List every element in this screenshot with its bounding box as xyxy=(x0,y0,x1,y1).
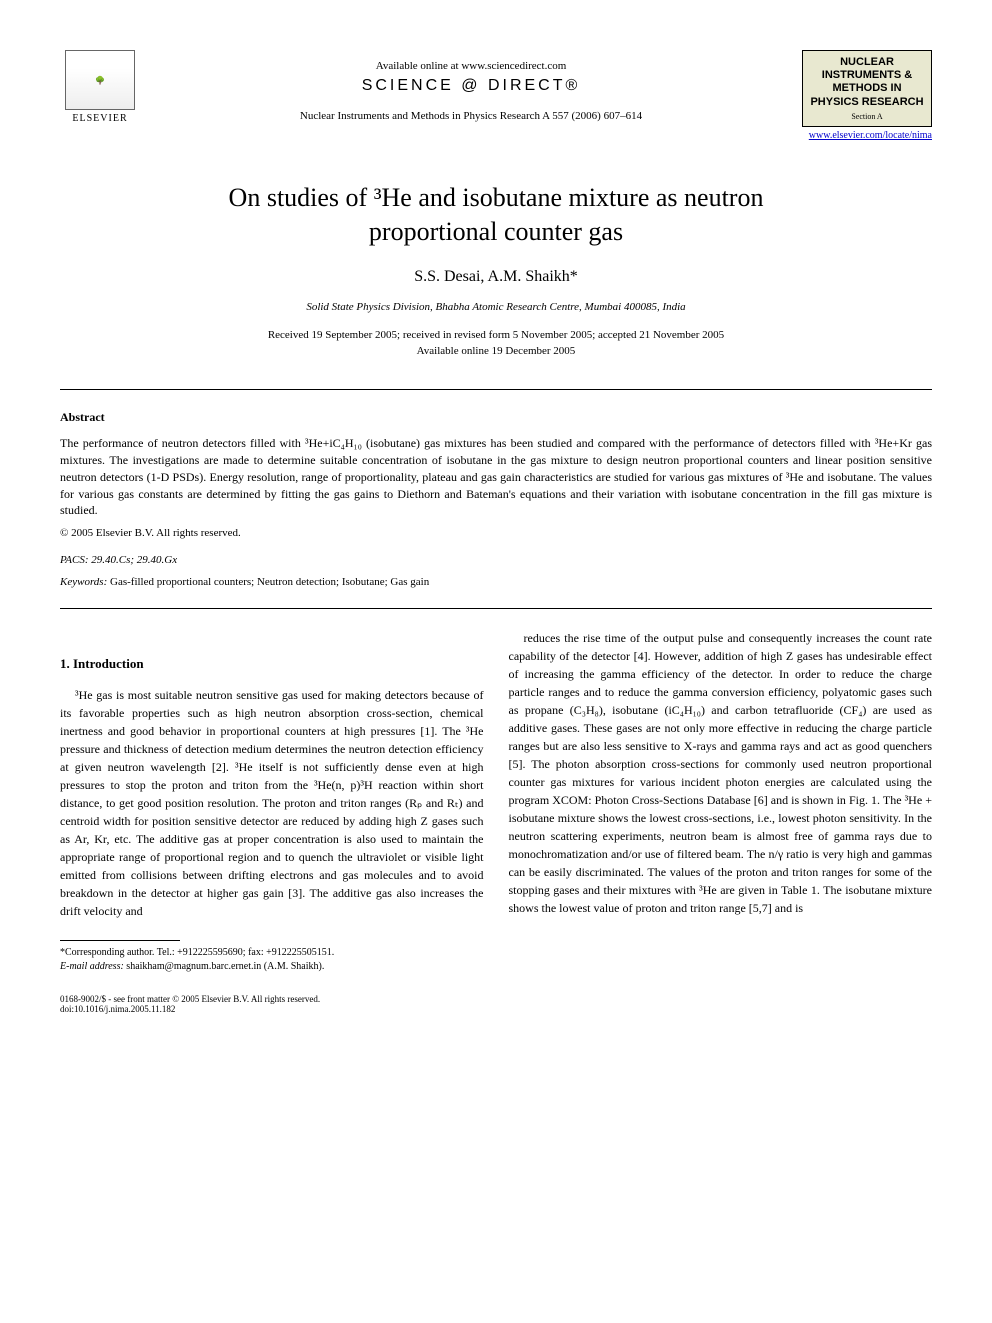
abstract-heading: Abstract xyxy=(60,410,932,425)
copyright-text: © 2005 Elsevier B.V. All rights reserved… xyxy=(60,527,932,539)
body-col2-text: reduces the rise time of the output puls… xyxy=(509,629,933,917)
body-column-left: 1. Introduction ³He gas is most suitable… xyxy=(60,629,484,974)
abstract-text: The performance of neutron detectors fil… xyxy=(60,435,932,519)
body-column-right: reduces the rise time of the output puls… xyxy=(509,629,933,974)
center-header: Available online at www.sciencedirect.co… xyxy=(140,50,802,122)
elsevier-tree-icon: 🌳 xyxy=(65,50,135,110)
header-row: 🌳 ELSEVIER Available online at www.scien… xyxy=(60,50,932,141)
article-title: On studies of ³He and isobutane mixture … xyxy=(60,181,932,249)
pacs-codes: PACS: 29.40.Cs; 29.40.Gx xyxy=(60,554,932,566)
title-line-2: proportional counter gas xyxy=(369,217,623,246)
divider-top xyxy=(60,389,932,390)
available-online-text: Available online at www.sciencedirect.co… xyxy=(140,60,802,72)
journal-box-section: Section A xyxy=(808,112,926,121)
email-label: E-mail address: xyxy=(60,961,124,972)
body-columns: 1. Introduction ³He gas is most suitable… xyxy=(60,629,932,974)
footnote-separator xyxy=(60,940,180,941)
title-line-1: On studies of ³He and isobutane mixture … xyxy=(229,183,764,212)
dates-line-1: Received 19 September 2005; received in … xyxy=(268,329,724,341)
publication-dates: Received 19 September 2005; received in … xyxy=(60,328,932,359)
footer-doi: doi:10.1016/j.nima.2005.11.182 xyxy=(60,1004,320,1014)
footnote-corresponding: *Corresponding author. Tel.: +9122255956… xyxy=(60,946,484,960)
journal-link[interactable]: www.elsevier.com/locate/nima xyxy=(802,130,932,141)
body-col1-text: ³He gas is most suitable neutron sensiti… xyxy=(60,686,484,920)
dates-line-2: Available online 19 December 2005 xyxy=(417,345,576,357)
elsevier-label: ELSEVIER xyxy=(72,113,127,124)
science-direct-logo: SCIENCE @ DIRECT® xyxy=(140,77,802,95)
keywords-line: Keywords: Gas-filled proportional counte… xyxy=(60,576,932,588)
footer-left: 0168-9002/$ - see front matter © 2005 El… xyxy=(60,994,320,1014)
email-address: shaikham@magnum.barc.ernet.in (A.M. Shai… xyxy=(124,961,325,972)
footer-copyright: 0168-9002/$ - see front matter © 2005 El… xyxy=(60,994,320,1004)
journal-box-title: NUCLEAR INSTRUMENTS & METHODS IN PHYSICS… xyxy=(808,56,926,109)
keywords-label: Keywords: xyxy=(60,576,107,588)
journal-box: NUCLEAR INSTRUMENTS & METHODS IN PHYSICS… xyxy=(802,50,932,127)
keywords-text: Gas-filled proportional counters; Neutro… xyxy=(107,576,429,588)
section-1-heading: 1. Introduction xyxy=(60,654,484,674)
authors: S.S. Desai, A.M. Shaikh* xyxy=(60,268,932,286)
journal-box-wrapper: NUCLEAR INSTRUMENTS & METHODS IN PHYSICS… xyxy=(802,50,932,141)
footer-row: 0168-9002/$ - see front matter © 2005 El… xyxy=(60,994,932,1014)
journal-reference: Nuclear Instruments and Methods in Physi… xyxy=(140,110,802,122)
footnote-email: E-mail address: shaikham@magnum.barc.ern… xyxy=(60,960,484,974)
affiliation: Solid State Physics Division, Bhabha Ato… xyxy=(60,301,932,313)
divider-bottom xyxy=(60,608,932,609)
elsevier-logo: 🌳 ELSEVIER xyxy=(60,50,140,140)
